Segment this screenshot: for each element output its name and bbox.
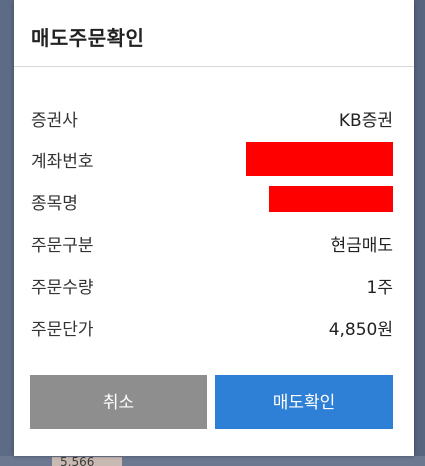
order-type-label: 주문구분 [31,236,94,256]
background-price-text: 5,566 [60,457,95,466]
order-type-value: 현금매도 [330,236,393,256]
brokerage-label: 증권사 [31,111,78,131]
order-quantity-label: 주문수량 [31,278,94,298]
row-brokerage: 증권사 KB증권 [31,106,393,131]
order-price-value: 4,850원 [328,320,393,340]
brokerage-value: KB증권 [338,111,393,131]
order-price-label: 주문단가 [31,320,94,340]
stock-name-redaction [269,186,393,212]
dialog-title: 매도주문확인 [31,26,145,50]
stock-name-label: 종목명 [31,194,78,214]
cancel-button[interactable]: 취소 [30,375,207,429]
row-order-quantity: 주문수량 1주 [31,273,393,298]
account-number-label: 계좌번호 [31,152,94,172]
background-right-edge [414,0,425,466]
account-number-redaction [246,142,393,176]
row-account-number: 계좌번호 [31,142,393,176]
confirm-sell-button[interactable]: 매도확인 [215,375,393,429]
row-order-price: 주문단가 4,850원 [31,315,393,340]
title-divider [14,66,414,67]
order-quantity-value: 1주 [366,278,393,298]
background-bottom-strip [0,456,425,466]
row-stock-name: 종목명 [31,186,393,214]
sell-order-confirm-dialog: 매도주문확인 증권사 KB증권 계좌번호 종목명 주문구분 현금매도 주문수량 … [14,0,414,456]
row-order-type: 주문구분 현금매도 [31,231,393,256]
background-price-cell: 5,566 [52,457,122,466]
background-left-edge [0,0,14,466]
